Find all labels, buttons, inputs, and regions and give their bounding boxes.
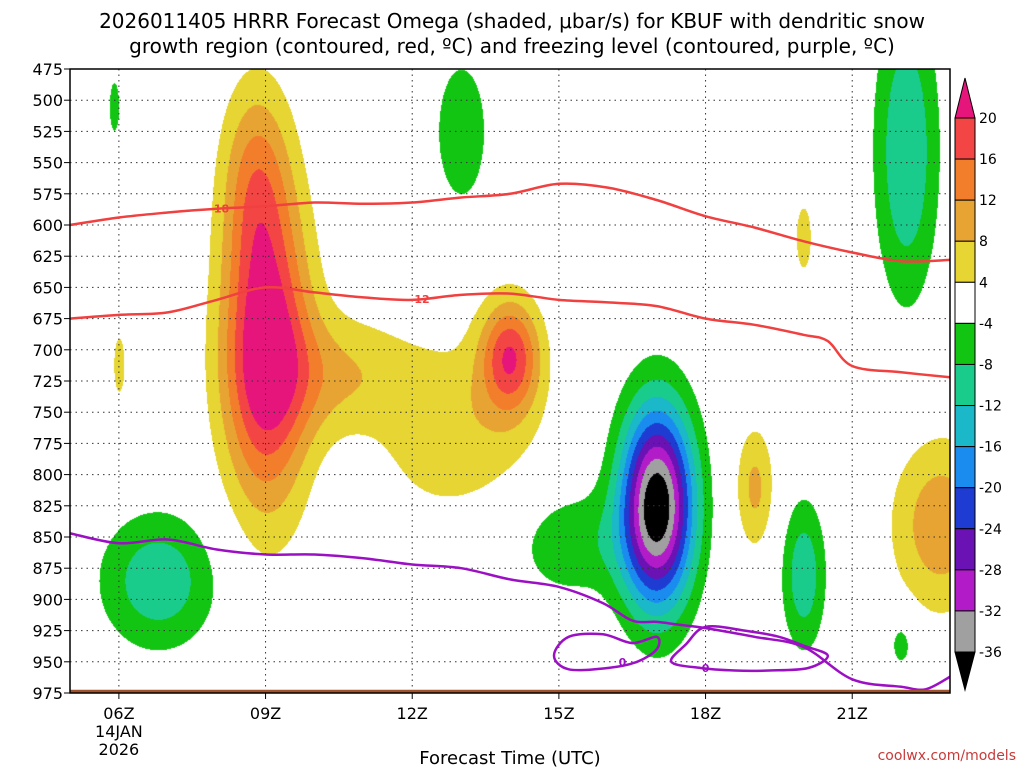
y-tick-label: 675: [32, 310, 63, 329]
x-tick-label: 21Z: [837, 704, 868, 723]
y-tick-label: 775: [32, 434, 63, 453]
freezing-level-loop-2-label: 0: [702, 662, 710, 675]
colorbar-label: 8: [979, 234, 988, 250]
chart-title-line-1: 2026011405 HRRR Forecast Omega (shaded, …: [99, 9, 925, 33]
x-tick-label: 15Z: [543, 704, 574, 723]
freezing-level-main: [70, 532, 950, 692]
x-axis-label: Forecast Time (UTC): [419, 748, 600, 768]
colorbar-bin: [954, 569, 976, 612]
colorbar: 20 16 12 8 4 -4 -8 -12 -16 -20 -24 -28 -32 -36: [954, 77, 1002, 692]
colorbar-bin: [954, 405, 976, 448]
colorbar-top-arrow: [954, 77, 976, 119]
colorbar-label: 16: [979, 152, 997, 168]
colorbar-bottom-arrow: [954, 651, 976, 692]
y-tick-label: 700: [32, 341, 63, 360]
colorbar-bin: [954, 322, 976, 365]
y-tick-label: 875: [32, 559, 63, 578]
colorbar-bin: [954, 363, 976, 407]
credit-text[interactable]: coolwx.com/models: [878, 748, 1016, 764]
colorbar-label: -28: [979, 563, 1002, 579]
contour-layer: 18 12 0 0: [70, 182, 950, 692]
chart-title-line-2: growth region (contoured, red, ºC) and f…: [129, 34, 895, 58]
colorbar-label: -20: [979, 481, 1002, 497]
ground-layer: [70, 689, 950, 693]
colorbar-label: 4: [979, 275, 988, 291]
dgz-bottom-12c: [70, 285, 950, 379]
freezing-level-loop-1-label: 0: [619, 656, 627, 669]
colorbar-bin: [954, 240, 976, 283]
y-tick-label: 900: [32, 590, 63, 609]
y-tick-label: 925: [32, 622, 63, 641]
x-year-label: 2026: [99, 740, 140, 759]
x-tick-label: 06Z: [103, 704, 134, 723]
y-tick-label: 625: [32, 247, 63, 266]
x-tick-label: 12Z: [397, 704, 428, 723]
y-tick-label: 825: [32, 497, 63, 516]
y-tick-label: 550: [32, 154, 63, 173]
colorbar-label: -24: [979, 522, 1002, 538]
x-date-label: 14JAN: [95, 722, 143, 741]
colorbar-label: 20: [979, 111, 997, 127]
x-tick-label: 09Z: [250, 704, 281, 723]
colorbar-label: 12: [979, 193, 997, 209]
colorbar-bin: [954, 487, 976, 530]
gridlines: [70, 69, 950, 693]
x-tick-label: 18Z: [690, 704, 721, 723]
colorbar-label: -32: [979, 604, 1002, 620]
colorbar-label: -16: [979, 440, 1002, 456]
y-tick-label: 575: [32, 185, 63, 204]
y-tick-label: 975: [32, 684, 63, 703]
y-tick-label: 475: [32, 60, 63, 79]
y-tick-label: 600: [32, 216, 63, 235]
y-tick-label: 525: [32, 122, 63, 141]
y-tick-label: 500: [32, 91, 63, 110]
dgz-bottom-12c-label: 12: [414, 293, 429, 306]
freezing-level-loop-1: [552, 632, 661, 672]
colorbar-bin: [954, 281, 976, 324]
ground-surface: [70, 689, 950, 693]
y-tick-label: 950: [32, 653, 63, 672]
y-axis: 475 500 525 550 575 600 625 650 675 700 725 750 775 8…: [32, 60, 70, 703]
y-tick-label: 750: [32, 403, 63, 422]
dgz-top-18c-label: 18: [214, 203, 229, 216]
colorbar-label: -36: [979, 645, 1002, 661]
colorbar-bin: [954, 199, 976, 242]
dgz-top-18c: [70, 182, 950, 263]
colorbar-label: -12: [979, 399, 1002, 415]
freezing-level-loop-2: [669, 625, 830, 673]
colorbar-bin: [954, 446, 976, 489]
colorbar-bin: [954, 610, 976, 653]
colorbar-bin: [954, 158, 976, 201]
colorbar-bin: [954, 117, 976, 160]
colorbar-label: -4: [979, 316, 993, 332]
colorbar-bin: [954, 528, 976, 571]
y-tick-label: 850: [32, 528, 63, 547]
colorbar-label: -8: [979, 357, 993, 373]
y-tick-label: 725: [32, 372, 63, 391]
y-tick-label: 800: [32, 466, 63, 485]
y-tick-label: 650: [32, 278, 63, 297]
